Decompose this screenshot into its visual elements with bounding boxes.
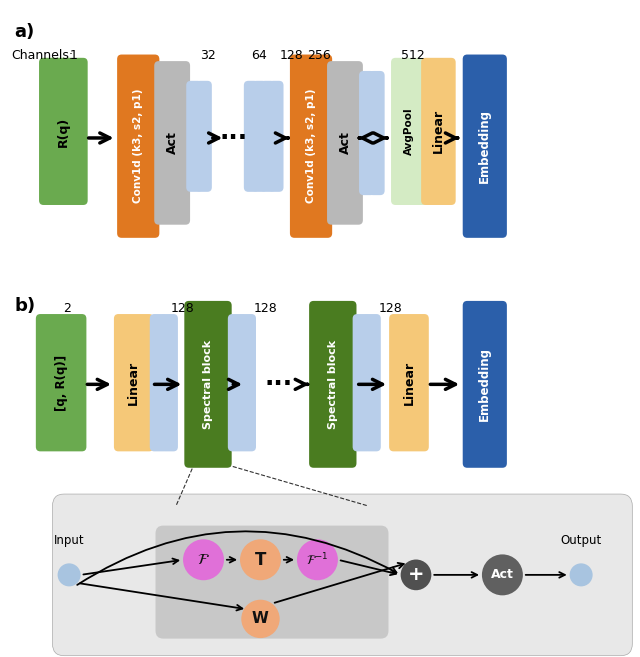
Text: Linear: Linear (432, 109, 445, 154)
Text: Input: Input (54, 534, 84, 547)
Text: W: W (252, 612, 269, 626)
Text: 32: 32 (200, 49, 216, 62)
Text: AvgPool: AvgPool (404, 108, 414, 155)
Ellipse shape (183, 539, 224, 580)
FancyBboxPatch shape (269, 81, 284, 192)
Text: 2: 2 (63, 302, 71, 315)
FancyBboxPatch shape (39, 58, 88, 205)
Text: Conv1d (k3, s2, p1): Conv1d (k3, s2, p1) (133, 89, 143, 204)
Text: $\mathcal{F}^{-1}$: $\mathcal{F}^{-1}$ (307, 551, 328, 568)
FancyBboxPatch shape (114, 314, 154, 451)
FancyBboxPatch shape (184, 301, 232, 468)
FancyBboxPatch shape (117, 55, 159, 238)
FancyBboxPatch shape (359, 71, 375, 195)
FancyBboxPatch shape (364, 314, 381, 451)
Text: R(q): R(q) (57, 116, 70, 147)
FancyBboxPatch shape (186, 81, 202, 192)
FancyBboxPatch shape (239, 314, 256, 451)
Text: 128: 128 (279, 49, 303, 62)
Text: Act: Act (491, 568, 514, 581)
Text: +: + (408, 566, 424, 584)
FancyBboxPatch shape (327, 61, 363, 225)
FancyBboxPatch shape (244, 81, 259, 192)
Text: Linear: Linear (127, 361, 140, 405)
Text: Spectral block: Spectral block (203, 340, 213, 429)
FancyBboxPatch shape (421, 58, 456, 205)
Text: Embedding: Embedding (478, 109, 492, 183)
FancyBboxPatch shape (290, 55, 332, 238)
FancyBboxPatch shape (463, 55, 507, 238)
FancyBboxPatch shape (353, 314, 370, 451)
FancyBboxPatch shape (463, 301, 507, 468)
FancyBboxPatch shape (196, 81, 212, 192)
FancyBboxPatch shape (260, 81, 275, 192)
Text: Output: Output (561, 534, 602, 547)
FancyBboxPatch shape (389, 314, 429, 451)
Ellipse shape (58, 563, 81, 587)
Text: 1: 1 (70, 49, 77, 62)
Ellipse shape (297, 539, 338, 580)
Ellipse shape (241, 600, 280, 638)
Text: T: T (255, 551, 266, 569)
Text: Linear: Linear (403, 361, 415, 405)
Text: 128: 128 (378, 302, 403, 315)
Text: ···: ··· (220, 126, 248, 150)
FancyBboxPatch shape (228, 314, 245, 451)
FancyBboxPatch shape (252, 81, 267, 192)
Text: Embedding: Embedding (478, 348, 492, 421)
Ellipse shape (482, 555, 523, 595)
Text: a): a) (14, 23, 35, 41)
FancyBboxPatch shape (36, 314, 86, 451)
Text: Act: Act (339, 131, 351, 154)
Text: 512: 512 (401, 49, 425, 62)
Ellipse shape (570, 563, 593, 587)
FancyBboxPatch shape (391, 58, 427, 205)
Text: 128: 128 (253, 302, 278, 315)
FancyBboxPatch shape (369, 71, 385, 195)
Ellipse shape (401, 560, 431, 590)
Text: Act: Act (166, 131, 179, 154)
FancyBboxPatch shape (156, 526, 388, 639)
FancyBboxPatch shape (150, 314, 167, 451)
Text: 256: 256 (307, 49, 331, 62)
Text: Channels:: Channels: (12, 49, 74, 62)
Text: Spectral block: Spectral block (328, 340, 338, 429)
Ellipse shape (240, 539, 281, 580)
FancyBboxPatch shape (52, 494, 632, 656)
Text: Conv1d (k3, s2, p1): Conv1d (k3, s2, p1) (306, 89, 316, 204)
FancyBboxPatch shape (161, 314, 178, 451)
Text: 128: 128 (170, 302, 195, 315)
Text: [q, R(q)]: [q, R(q)] (54, 355, 68, 411)
Text: ···: ··· (264, 373, 292, 396)
Text: $\mathcal{F}$: $\mathcal{F}$ (197, 553, 210, 567)
Text: 64: 64 (252, 49, 267, 62)
FancyBboxPatch shape (154, 61, 190, 225)
FancyBboxPatch shape (309, 301, 356, 468)
Text: b): b) (14, 297, 35, 315)
